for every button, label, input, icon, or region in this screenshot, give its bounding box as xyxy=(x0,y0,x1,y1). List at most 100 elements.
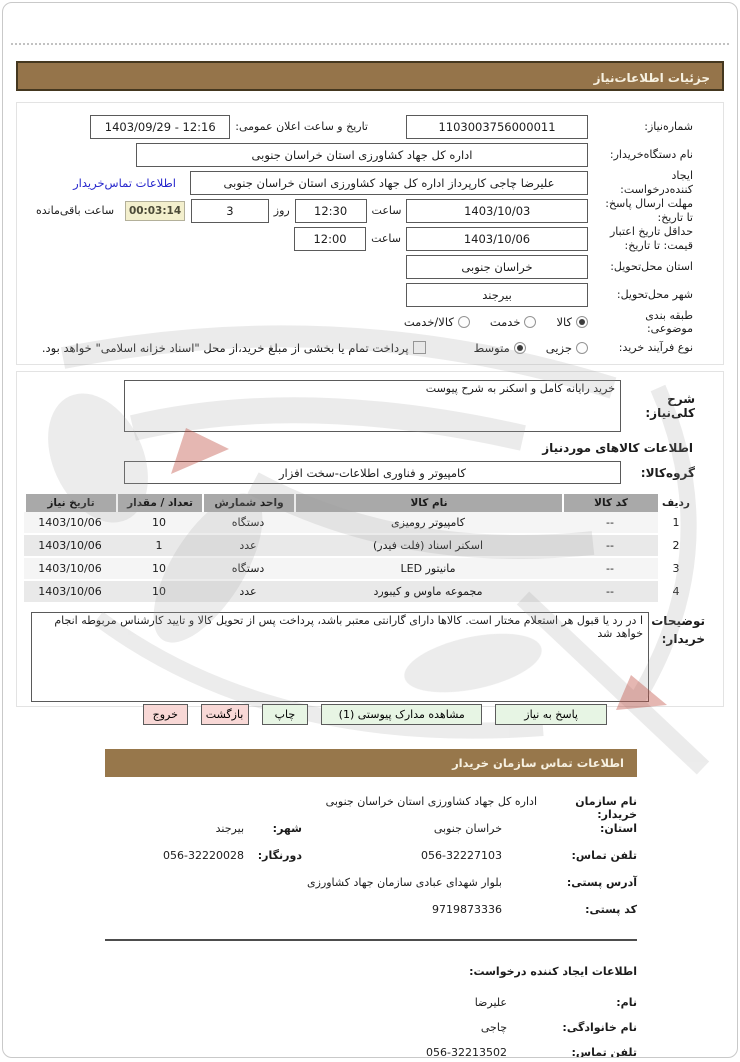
goods-group-field[interactable]: کامپیوتر و فناوری اطلاعات-سخت افزار xyxy=(124,461,621,484)
table-cell: مانیتور LED xyxy=(294,558,562,581)
creator-section-title: اطلاعات ایجاد کننده درخواست: xyxy=(469,965,637,978)
radio-goods-service[interactable] xyxy=(457,316,470,329)
city-value: بیرجند xyxy=(215,822,244,835)
classification-label: طبقه بندی موضوعی: xyxy=(645,309,693,336)
treasury-checkbox[interactable] xyxy=(412,341,426,355)
creator-name-label: نام: xyxy=(616,996,637,1009)
radio-minor-label: جزیی xyxy=(545,340,572,355)
table-row: 3 xyxy=(658,558,694,581)
buyer-contact-link[interactable]: اطلاعات تماس‌خریدار xyxy=(73,175,176,190)
buyer-notes-label: توضیحات خریدار: xyxy=(651,614,705,646)
postal-value: 9719873336 xyxy=(432,903,502,916)
need-info-panel: شماره‌نیاز: 1103003756000011 تاریخ و ساع… xyxy=(16,102,724,365)
column-header: ردیف xyxy=(662,497,690,509)
table-row: 4 xyxy=(658,581,694,604)
need-number-field[interactable]: 1103003756000011 xyxy=(406,114,588,139)
column-header: تعداد / مقدار xyxy=(116,494,202,512)
creator-phone-label: تلفن تماس: xyxy=(571,1046,637,1058)
province-value: خراسان جنوبی xyxy=(433,822,502,835)
price-validity-label: حداقل تاریخ اعتبار قیمت: تا تاریخ: xyxy=(609,225,693,252)
view-attachments-button[interactable]: مشاهده مدارک پیوستی (1) xyxy=(321,704,483,725)
row-delivery-city: شهر محل‌تحویل: بیرجند xyxy=(31,281,693,308)
need-desc-row: شرح کلی‌نیاز: خرید رایانه کامل و اسکنر ب… xyxy=(31,380,709,432)
table-cell: 1403/10/06 xyxy=(24,581,116,604)
treasury-note: پرداخت تمام یا بخشی از مبلغ خرید،از محل … xyxy=(41,340,409,355)
action-buttons: پاسخ به نیاز مشاهده مدارک پیوستی (1) چاپ… xyxy=(142,704,607,725)
radio-service[interactable] xyxy=(524,316,537,329)
column-header: نام کالا xyxy=(294,494,562,512)
city-label: شهر: xyxy=(272,822,302,835)
table-cell: -- xyxy=(562,512,658,535)
table-cell: 1 xyxy=(116,535,202,558)
table-cell: 1403/10/06 xyxy=(24,535,116,558)
table-cell: -- xyxy=(562,558,658,581)
buyer-org-label: نام دستگاه‌خریدار: xyxy=(609,147,693,161)
page-title: جزئیات اطلاعات‌نیاز xyxy=(16,61,724,91)
delivery-city-label: شهر محل‌تحویل: xyxy=(616,287,693,301)
section-divider xyxy=(105,939,637,941)
goods-group-row: گروه‌کالا: کامپیوتر و فناوری اطلاعات-سخت… xyxy=(31,461,709,484)
postal-row: کد پستی: 9719873336 xyxy=(105,903,637,930)
validity-date-field[interactable]: 1403/10/06 xyxy=(406,226,588,251)
table-cell: مجموعه ماوس و کیبورد xyxy=(294,581,562,604)
delivery-city-field[interactable]: بیرجند xyxy=(406,282,588,307)
buyer-notes-textarea[interactable]: ا در رد یا قبول هر استعلام مختار است. کا… xyxy=(31,612,649,702)
announce-datetime-field[interactable]: 1403/09/29 - 12:16 xyxy=(90,114,231,139)
radio-medium[interactable] xyxy=(513,341,526,354)
row-response-deadline: مهلت ارسال پاسخ: تا تاریخ: 1403/10/03 سا… xyxy=(31,197,693,224)
delivery-province-field[interactable]: خراسان جنوبی xyxy=(406,254,588,279)
need-number-label: شماره‌نیاز: xyxy=(644,119,693,133)
table-cell: 10 xyxy=(116,512,202,535)
buyer-notes-row: توضیحات خریدار: ا در رد یا قبول هر استعل… xyxy=(31,612,709,702)
org-name-row: نام سازمان خریدار: اداره کل جهاد کشاورزی… xyxy=(105,795,637,822)
address-value: بلوار شهدای عبادی سازمان جهاد کشاورزی xyxy=(307,876,502,889)
exit-button[interactable]: خروج xyxy=(142,704,188,725)
phone-label: تلفن تماس: xyxy=(571,849,637,862)
back-button[interactable]: بازگشت xyxy=(200,704,249,725)
org-name-label: نام سازمان خریدار: xyxy=(575,795,637,821)
request-creator-field[interactable]: علیرضا چاجی کارپرداز اداره کل جهاد کشاور… xyxy=(190,170,588,195)
radio-goods[interactable] xyxy=(576,316,588,329)
table-row: 2 xyxy=(658,535,694,558)
fax-value: 056-32220028 xyxy=(163,849,244,862)
days-field[interactable]: 3 xyxy=(190,198,269,223)
table-cell: 10 xyxy=(116,581,202,604)
radio-goods-service-label: کالا/خدمت xyxy=(403,315,454,330)
province-label: استان: xyxy=(600,822,637,835)
table-cell: دستگاه xyxy=(202,558,294,581)
column-header: کد کالا xyxy=(562,494,658,512)
countdown-timer: 00:03:14 xyxy=(125,200,185,221)
table-cell: 10 xyxy=(116,558,202,581)
table-cell: -- xyxy=(562,535,658,558)
org-contact-section: نام سازمان خریدار: اداره کل جهاد کشاورزی… xyxy=(105,795,637,930)
table-cell: اسکنر اسناد (فلت فیدر) xyxy=(294,535,562,558)
row-process-type: نوع فرآیند خرید: جزیی متوسط پرداخت تمام … xyxy=(31,336,693,359)
goods-group-label: گروه‌کالا: xyxy=(640,465,695,480)
deadline-date-field[interactable]: 1403/10/03 xyxy=(406,198,588,223)
creator-name-value: علیرضا xyxy=(474,996,507,1009)
need-desc-textarea[interactable]: خرید رایانه کامل و اسکنر به شرح پیوست xyxy=(124,380,621,432)
creator-family-label: نام خانوادگی: xyxy=(562,1021,637,1034)
goods-section-title: اطلاعات کالاهای موردنیاز xyxy=(542,441,693,455)
radio-minor[interactable] xyxy=(576,341,588,354)
deadline-time-field[interactable]: 12:30 xyxy=(294,198,367,223)
row-buyer-org: نام دستگاه‌خریدار: اداره کل جهاد کشاورزی… xyxy=(31,141,693,168)
goods-panel: شرح کلی‌نیاز: خرید رایانه کامل و اسکنر ب… xyxy=(16,371,724,707)
respond-button[interactable]: پاسخ به نیاز xyxy=(495,704,607,725)
response-deadline-label: مهلت ارسال پاسخ: تا تاریخ: xyxy=(605,197,693,224)
phone-fax-row: تلفن تماس: 056-32227103 دورنگار: 056-322… xyxy=(105,849,637,876)
buyer-org-field[interactable]: اداره کل جهاد کشاورزی استان خراسان جنوبی xyxy=(136,142,588,167)
print-button[interactable]: چاپ xyxy=(261,704,309,725)
row-classification: طبقه بندی موضوعی: کالا خدمت کالا/خدمت xyxy=(31,309,693,335)
address-row: آدرس پستی: بلوار شهدای عبادی سازمان جهاد… xyxy=(105,876,637,903)
table-cell: عدد xyxy=(202,581,294,604)
deadline-hour-label: ساعت xyxy=(371,204,402,217)
address-label: آدرس پستی: xyxy=(566,876,637,889)
radio-goods-label: کالا xyxy=(556,315,572,330)
top-dotted-divider xyxy=(11,43,729,45)
postal-label: کد پستی: xyxy=(585,903,637,916)
validity-time-field[interactable]: 12:00 xyxy=(294,226,367,251)
table-row: 1 xyxy=(658,512,694,535)
remaining-hours-label: ساعت باقی‌مانده xyxy=(36,204,115,217)
